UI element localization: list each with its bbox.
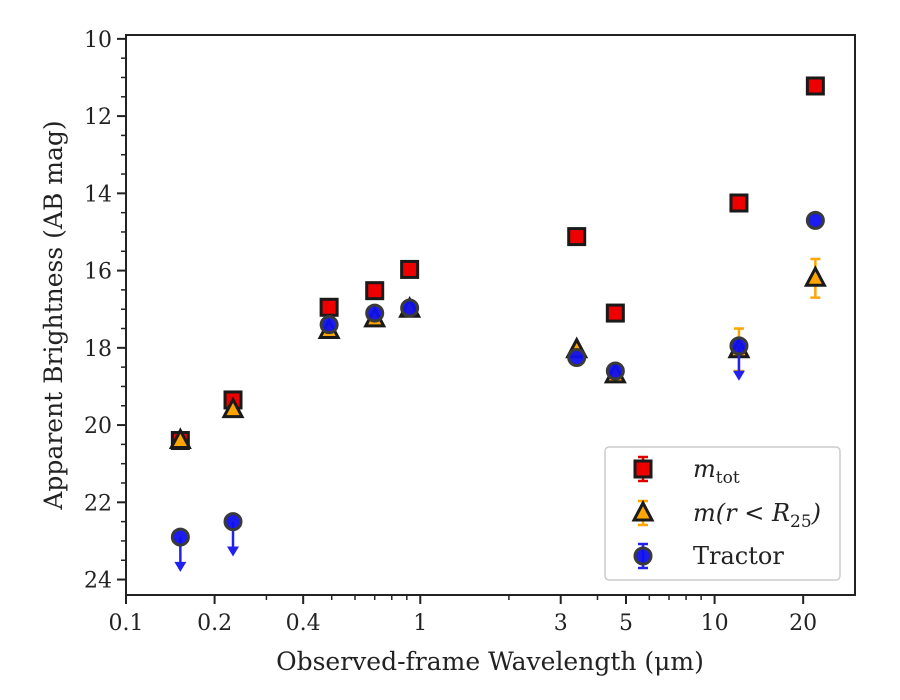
square-point [605,303,625,323]
legend-label: mtot [693,455,740,488]
square-point [319,297,339,317]
circle-point [567,347,587,367]
legend-square-marker [633,459,653,479]
legend-circle-marker [633,546,653,566]
triangle-point [168,427,192,450]
upper-limit-arrow [174,561,187,572]
x-axis-label: Observed-frame Wavelength (μm) [276,647,704,676]
x-tick-label: 0.1 [109,611,144,636]
square-point [365,281,385,301]
circle-point [365,303,385,323]
triangle-point [221,396,245,419]
x-tick-label: 1 [413,611,427,636]
x-tick-label: 0.2 [197,611,232,636]
y-tick-label: 16 [84,260,112,285]
y-tick-label: 18 [84,337,112,362]
series-circle [170,210,825,572]
legend-label: Tractor [693,542,784,570]
circle-point [319,315,339,335]
y-tick-label: 12 [84,105,112,130]
y-tick-label: 24 [84,569,112,594]
circle-point [605,361,625,381]
legend-entry: Tractor [633,542,784,570]
circle-point [400,298,420,318]
x-tick-label: 3 [554,611,568,636]
square-point [400,259,420,279]
square-point [805,76,825,96]
circle-point [729,336,749,356]
series-square [170,76,825,451]
y-tick-label: 10 [84,28,112,53]
x-tick-label: 20 [789,611,817,636]
circle-point [223,512,243,532]
circle-point [805,210,825,230]
legend-label: m(r < R25) [693,499,821,532]
square-point [729,193,749,213]
legend: mtot m(r < R25) Tractor [604,446,841,581]
plot-frame [125,34,856,596]
upper-limit-arrow [732,370,745,381]
triangle-point [803,265,827,287]
x-tick-label: 0.4 [286,611,321,636]
data-marks [168,76,827,572]
legend-box [604,446,841,581]
y-tick-label: 14 [84,182,112,207]
x-tick-label: 5 [619,611,633,636]
square-point [567,227,587,247]
axis-ticks: 0.1 0.2 0.4 1 3 5 10 20 10 12 14 16 18 20 22 24 [84,28,817,636]
legend-entry: mtot [633,455,740,488]
x-tick-label: 10 [701,611,729,636]
y-tick-label: 22 [84,491,112,516]
legend-entry: m(r < R25) [631,499,821,532]
legend-triangle-marker [631,499,655,522]
y-tick-label: 20 [84,414,112,439]
upper-limit-arrow [227,546,240,557]
y-axis-label: Apparent Brightness (AB mag) [39,120,68,510]
circle-point [170,527,190,547]
